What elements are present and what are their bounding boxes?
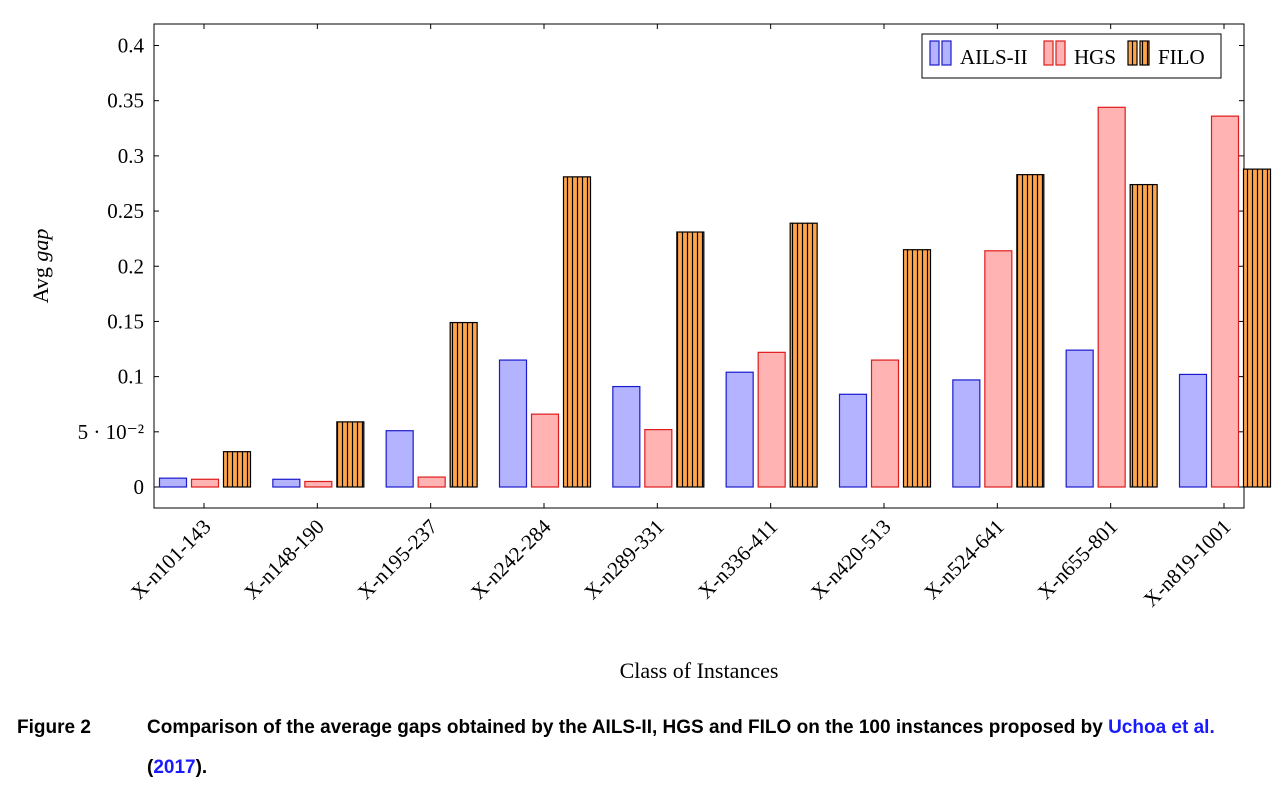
legend-swatch	[1127, 40, 1138, 66]
bar-filo	[1242, 168, 1272, 488]
bar-hgs	[417, 476, 446, 488]
legend-swatch	[1055, 40, 1066, 66]
x-tick-label: X-n195-237	[353, 515, 443, 605]
bar-ails-ii	[1065, 349, 1094, 488]
bars	[158, 106, 1272, 488]
legend-swatch	[929, 40, 940, 66]
legend-swatch	[941, 40, 952, 66]
bar-hgs	[530, 413, 560, 488]
bar-ails-ii	[158, 477, 188, 488]
caption-main: Comparison of the average gaps obtained …	[147, 717, 1109, 738]
x-tick-label: X-n101-143	[126, 515, 216, 605]
legend-swatch	[1043, 40, 1054, 66]
citation-open: (	[147, 757, 154, 778]
legend-box	[921, 33, 1222, 79]
bar-ails-ii	[385, 430, 414, 488]
bar-filo	[676, 231, 705, 488]
y-tick-label: 0.35	[107, 89, 144, 113]
caption-text: Comparison of the average gaps obtained …	[147, 708, 1272, 788]
bar-hgs	[304, 480, 333, 488]
bar-ails-ii	[725, 371, 754, 488]
bar-ails-ii	[838, 393, 868, 488]
bar-ails-ii	[498, 359, 528, 488]
figure-label: Figure 2	[17, 717, 91, 738]
bar-ails-ii	[612, 385, 641, 488]
y-tick-label: 0.15	[107, 309, 144, 333]
bar-hgs	[984, 250, 1013, 488]
legend-label: HGS	[1074, 45, 1116, 69]
legend-label: FILO	[1158, 45, 1205, 69]
x-tick-label: X-n420-513	[806, 515, 896, 605]
x-tick-label: X-n655-801	[1033, 515, 1123, 605]
legend-swatch	[1139, 40, 1150, 66]
bar-ails-ii	[952, 379, 981, 488]
legend: AILS-II HGS FILO	[921, 33, 1222, 79]
y-tick-label: 5 · 10⁻²	[78, 420, 144, 444]
x-tick-label: X-n148-190	[239, 515, 329, 605]
bar-hgs	[757, 351, 786, 488]
y-tick-label: 0.4	[118, 34, 145, 58]
x-tick-label: X-n242-284	[466, 514, 556, 604]
y-tick-label: 0.2	[118, 254, 144, 278]
legend-label: AILS-II	[960, 45, 1028, 69]
bar-filo	[1016, 174, 1045, 488]
x-tick-label: X-n524-641	[919, 515, 1009, 605]
y-axis-label-italic: gap	[28, 229, 53, 262]
y-tick-label: 0.1	[118, 365, 144, 389]
y-tick-label: 0.3	[118, 144, 144, 168]
x-axis-label: Class of Instances	[620, 658, 779, 683]
y-tick-label: 0.25	[107, 199, 144, 223]
y-axis: 0 5 · 10⁻² 0.1 0.15 0.2 0.25 0.3 0.35 0.4	[78, 34, 1244, 499]
y-axis-label-prefix: Avg	[28, 262, 53, 304]
bar-hgs	[190, 478, 220, 488]
bar-ails-ii	[1178, 373, 1208, 488]
bar-hgs	[1097, 106, 1126, 488]
bar-filo	[1129, 183, 1158, 488]
x-tick-label: X-n289-331	[579, 515, 669, 605]
x-tick-label: X-n336-411	[693, 515, 782, 604]
citation-close: ).	[195, 757, 208, 778]
citation-author-link[interactable]: Uchoa et al.	[1108, 717, 1215, 738]
bar-filo	[449, 321, 478, 488]
y-tick-label: 0	[134, 475, 145, 499]
bar-filo	[222, 451, 252, 488]
bar-hgs	[644, 429, 673, 488]
y-axis-label: Avg gap	[28, 229, 53, 304]
bar-filo	[789, 222, 818, 488]
bar-hgs	[1210, 115, 1240, 488]
bar-ails-ii	[272, 478, 301, 488]
bar-chart: 0 5 · 10⁻² 0.1 0.15 0.2 0.25 0.3 0.35 0.4 X-n101…	[28, 23, 1272, 683]
bar-filo	[336, 421, 365, 488]
bar-filo	[562, 176, 592, 488]
bar-filo	[902, 249, 932, 488]
citation-year-link[interactable]: 2017	[153, 757, 196, 778]
bar-hgs	[870, 359, 900, 488]
x-tick-label: X-n819-1001	[1139, 515, 1236, 612]
